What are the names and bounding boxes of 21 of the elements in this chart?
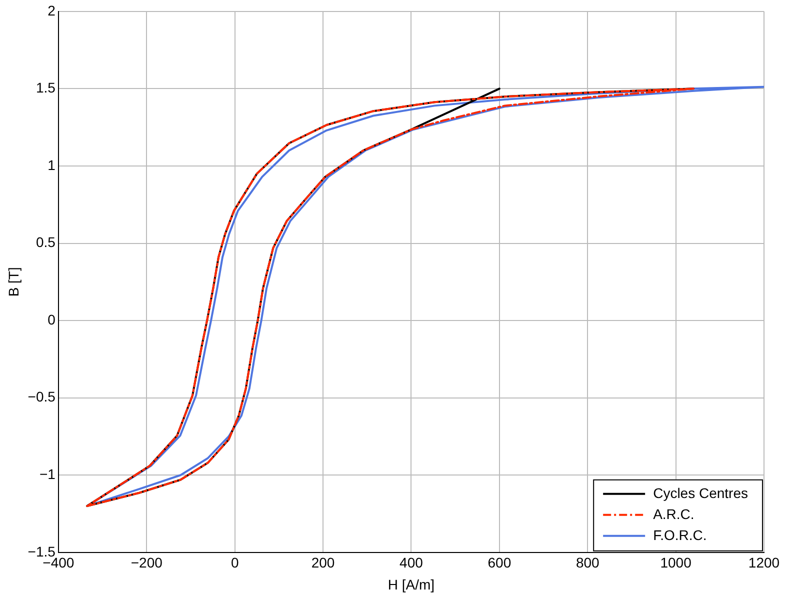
y-tick-label: 0.5 [36, 234, 56, 250]
y-tick-label: −0.5 [28, 388, 56, 405]
x-tick-label: 600 [488, 554, 512, 571]
y-tick-label: −1 [39, 466, 56, 482]
x-tick-label: −200 [130, 554, 163, 571]
legend-label: Cycles Centres [653, 484, 748, 501]
x-tick-label: 800 [576, 554, 600, 571]
x-tick-label: 1200 [748, 554, 780, 571]
y-tick-label: 1.5 [36, 80, 56, 96]
x-tick-label: 1000 [660, 554, 692, 571]
y-tick-label: 1 [48, 156, 56, 173]
legend-label: F.O.R.C. [653, 526, 707, 543]
x-axis-title: H [A/m] [388, 576, 435, 592]
x-tick-label: 200 [311, 554, 335, 571]
x-tick-label: 0 [230, 554, 239, 571]
y-tick-label: −1.5 [28, 543, 56, 560]
x-tick-label: 400 [400, 554, 424, 571]
y-tick-label: 0 [48, 311, 56, 328]
y-axis-title: B [T] [5, 267, 22, 297]
y-tick-label: 2 [48, 2, 56, 18]
legend-label: A.R.C. [653, 506, 694, 522]
